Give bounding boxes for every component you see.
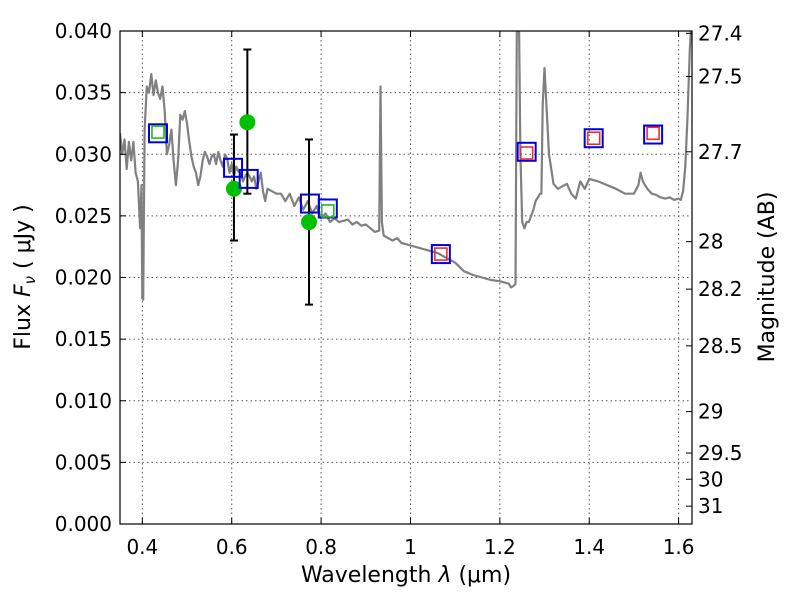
photometry-point <box>301 214 318 231</box>
right-tick-label: 28 <box>698 230 723 254</box>
x-title-prefix: Wavelength <box>301 563 439 588</box>
data-layer <box>120 31 692 306</box>
photometry-point <box>239 114 256 131</box>
x-tick-label: 1 <box>404 535 417 559</box>
right-tick-label: 28.5 <box>698 334 743 358</box>
right-tick-label: 31 <box>698 494 723 518</box>
y-tick-label: 0.035 <box>55 81 112 105</box>
model-square-point <box>643 124 664 145</box>
right-tick-label: 27.7 <box>698 140 743 164</box>
x-title-unit: (μm) <box>451 563 511 588</box>
model-inner-square-point <box>519 146 534 160</box>
right-tick-label: 28.2 <box>698 277 743 301</box>
y-tick-label: 0.005 <box>55 450 112 474</box>
y-title-subscript: ν <box>21 276 39 284</box>
right-tick-label: 29.5 <box>698 441 743 465</box>
y-tick-label: 0.025 <box>55 204 112 228</box>
y-title-symbol: F <box>11 284 36 297</box>
y-tick-label: 0.015 <box>55 327 112 351</box>
x-tick-label: 0.4 <box>126 535 158 559</box>
model-square-point <box>516 141 537 162</box>
right-axis-title: Magnitude (AB) <box>755 192 780 363</box>
model-inner-square-point <box>434 247 448 261</box>
model-inner-square-point <box>151 125 165 139</box>
y-tick-label: 0.010 <box>55 389 112 413</box>
x-tick-label: 0.8 <box>305 535 337 559</box>
x-axis-title: Wavelength λ (μm) <box>301 563 511 588</box>
y-tick-label: 0.020 <box>55 266 112 290</box>
right-tick-label: 29 <box>698 400 723 424</box>
right-tick-label: 27.4 <box>698 21 743 45</box>
model-square-point <box>430 244 451 265</box>
x-tick-label: 1.4 <box>573 535 605 559</box>
y-axis-title: Flux Fν ( μJy ) <box>11 204 39 349</box>
axes: 0.4 0.6 0.8 1 1.2 1.4 1.6 0.000 0.005 0.010 0.015 0… <box>55 19 743 559</box>
model-square-point <box>223 157 244 178</box>
x-tick-label: 0.6 <box>216 535 248 559</box>
y-tick-label: 0.040 <box>55 19 112 43</box>
x-tick-label: 1.2 <box>484 535 516 559</box>
spectrum-line <box>120 31 692 301</box>
model-square-point <box>583 128 604 149</box>
right-tick-label: 27.5 <box>698 65 743 89</box>
model-square-point <box>147 123 168 144</box>
y-title-prefix: Flux <box>11 297 36 350</box>
model-square-point <box>238 168 259 189</box>
y-title-unit: ( μJy ) <box>11 204 36 276</box>
model-inner-square-point <box>586 131 601 146</box>
y-tick-label: 0.030 <box>55 142 112 166</box>
model-inner-square-point <box>320 204 335 218</box>
grid-lines <box>120 30 692 525</box>
x-title-symbol: λ <box>437 563 451 588</box>
model-inner-square-point <box>646 126 660 141</box>
x-tick-label: 1.6 <box>663 535 695 559</box>
y-tick-label: 0.000 <box>55 512 112 536</box>
right-tick-label: 30 <box>698 467 723 491</box>
